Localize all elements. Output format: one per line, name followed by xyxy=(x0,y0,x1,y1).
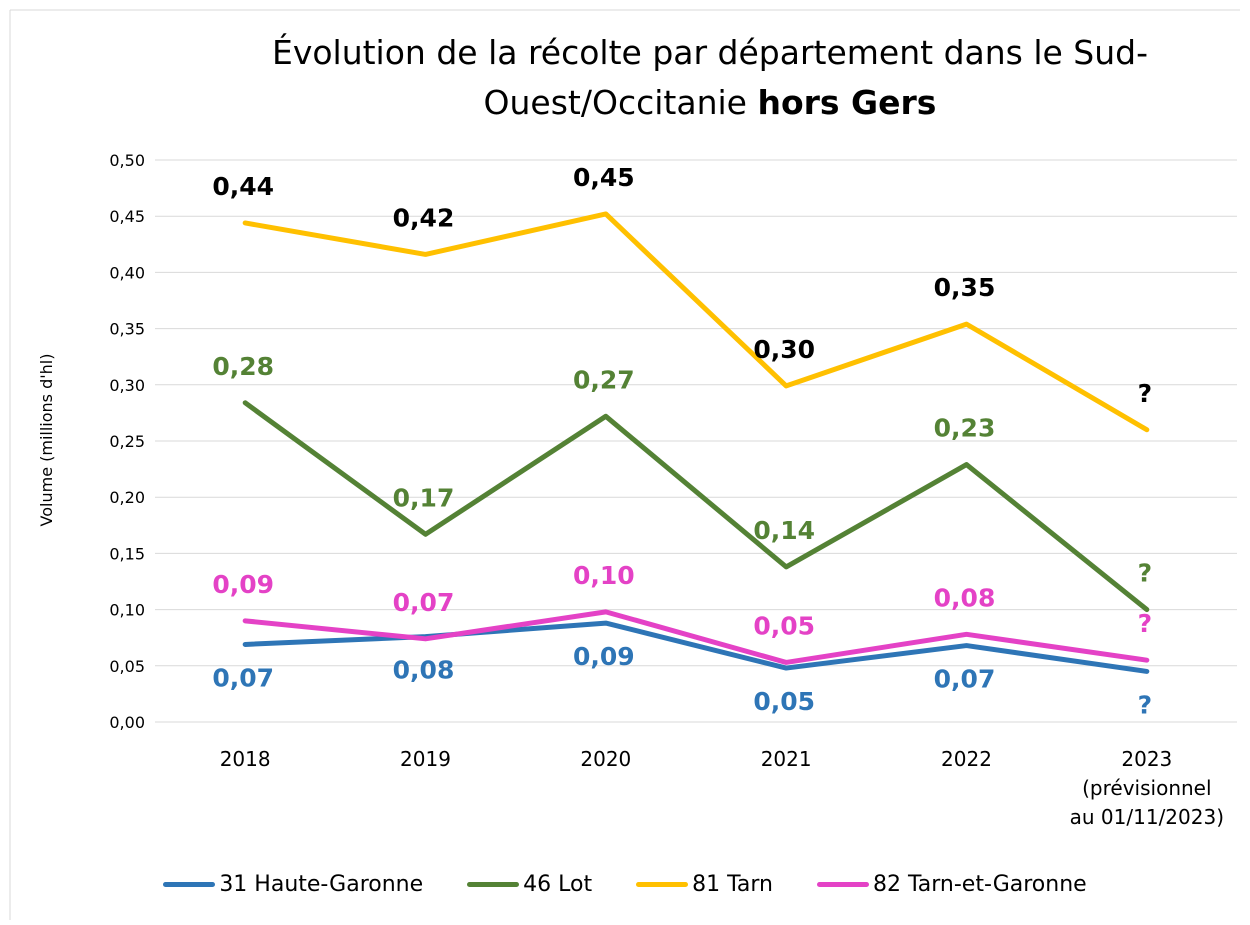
x-tick-label: 2022 xyxy=(941,747,992,771)
legend-swatch xyxy=(636,882,689,887)
value-label: ? xyxy=(1138,379,1153,408)
y-tick-label: 0,15 xyxy=(109,544,145,563)
legend-label: 46 Lot xyxy=(523,872,593,897)
value-label: 0,23 xyxy=(934,414,996,443)
value-label: ? xyxy=(1138,690,1153,719)
title-text: Évolution de la récolte par département … xyxy=(271,33,1149,122)
legend-item: 81 Tarn xyxy=(636,872,773,897)
value-label: 0,10 xyxy=(573,561,635,590)
series-line xyxy=(242,609,1150,665)
y-tick-label: 0,35 xyxy=(109,320,145,339)
y-tick-label: 0,30 xyxy=(109,376,145,395)
x-tick-label: 2021 xyxy=(760,747,812,771)
y-tick-label: 0,05 xyxy=(109,657,145,676)
series-line xyxy=(242,211,1150,433)
legend-swatch xyxy=(467,882,520,887)
value-label: 0,07 xyxy=(212,663,274,692)
y-tick-label: 0,25 xyxy=(109,432,145,451)
x-tick-label: 2023 (prévisionnel au 01/11/2023) xyxy=(1069,747,1225,829)
value-label: 0,30 xyxy=(753,335,815,364)
x-tick-label: 2018 xyxy=(219,747,271,771)
series-line xyxy=(242,620,1150,674)
chart-title: Évolution de la récolte par département … xyxy=(210,28,1210,128)
y-tick-label: 0,40 xyxy=(109,263,145,282)
y-tick-label: 0,20 xyxy=(109,488,145,507)
value-label: 0,08 xyxy=(393,656,455,685)
legend-item: 46 Lot xyxy=(467,872,592,897)
y-tick-label: 0,45 xyxy=(109,207,145,226)
y-axis-label: Volume (millions d'hl) xyxy=(37,354,56,527)
y-tick-label: 0,10 xyxy=(109,601,145,620)
x-tick-label: 2020 xyxy=(580,747,632,771)
legend: 31 Haute-Garonne 46 Lot 81 Tarn 82 Tarn-et-… xyxy=(0,872,1250,897)
value-label: 0,07 xyxy=(393,588,455,617)
value-label: 0,45 xyxy=(573,163,635,192)
series-line xyxy=(242,400,1150,613)
legend-label: 82 Tarn-et-Garonne xyxy=(872,872,1087,897)
value-label: 0,09 xyxy=(212,570,274,599)
value-label: 0,08 xyxy=(934,583,996,612)
value-label: 0,05 xyxy=(753,611,815,640)
legend-label: 81 Tarn xyxy=(692,872,773,897)
legend-label: 31 Haute-Garonne xyxy=(219,872,424,897)
value-label: 0,28 xyxy=(212,352,274,381)
x-tick-label: 2019 xyxy=(400,747,451,771)
legend-swatch xyxy=(163,882,216,887)
value-label: 0,27 xyxy=(573,365,635,394)
value-label: 0,42 xyxy=(393,203,455,232)
title-emphasis: hors Gers xyxy=(757,83,937,122)
value-label: 0,14 xyxy=(753,516,815,545)
legend-item: 31 Haute-Garonne xyxy=(163,872,423,897)
value-label: 0,17 xyxy=(393,483,455,512)
value-label: 0,07 xyxy=(934,665,996,694)
value-label: 0,05 xyxy=(753,687,815,716)
value-label: 0,35 xyxy=(934,273,996,302)
value-label: 0,09 xyxy=(573,642,635,671)
legend-item: 82 Tarn-et-Garonne xyxy=(816,872,1087,897)
value-label: ? xyxy=(1138,609,1153,638)
y-tick-label: 0,50 xyxy=(109,151,145,170)
value-label: 0,44 xyxy=(212,172,274,201)
y-tick-label: 0,00 xyxy=(109,713,145,732)
legend-swatch xyxy=(816,882,869,887)
value-label: ? xyxy=(1138,559,1153,588)
